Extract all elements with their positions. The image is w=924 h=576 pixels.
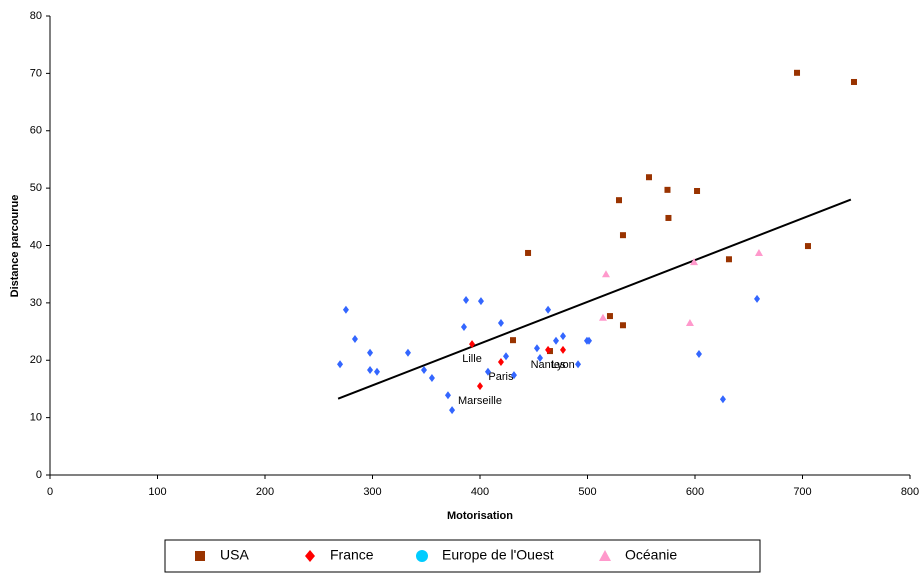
legend-marker <box>599 550 611 561</box>
point <box>850 78 857 85</box>
legend-label: USA <box>220 547 249 563</box>
legend-label: France <box>330 547 374 563</box>
point <box>477 382 483 391</box>
point <box>586 336 593 345</box>
point-label: Paris <box>488 371 514 383</box>
point <box>536 353 543 362</box>
point <box>533 344 540 353</box>
y-axis-title: Distance parcourue <box>9 195 21 298</box>
point <box>615 197 622 204</box>
point <box>525 249 532 256</box>
x-tick-label: 700 <box>793 486 811 498</box>
point <box>367 366 374 375</box>
point <box>463 296 470 305</box>
point <box>477 297 484 306</box>
legend-label: Europe de l'Ouest <box>442 547 554 563</box>
y-tick-label: 60 <box>30 125 42 137</box>
point <box>460 322 467 331</box>
point <box>645 174 652 181</box>
point <box>497 357 504 366</box>
point <box>545 345 552 354</box>
legend-marker <box>305 550 315 562</box>
point <box>351 335 358 344</box>
x-tick-label: 300 <box>363 486 381 498</box>
point <box>619 322 626 329</box>
x-tick-label: 0 <box>47 486 53 498</box>
point <box>694 187 701 194</box>
point <box>685 318 694 326</box>
point <box>606 313 613 320</box>
point-label: Lille <box>462 353 482 365</box>
point <box>794 69 801 76</box>
point <box>725 256 732 263</box>
point <box>374 367 381 376</box>
point <box>619 232 626 239</box>
y-tick-label: 20 <box>30 354 42 366</box>
y-tick-label: 70 <box>30 67 42 79</box>
point <box>690 258 699 266</box>
point <box>449 406 456 415</box>
point <box>559 332 566 341</box>
point <box>601 270 610 278</box>
point <box>719 395 726 404</box>
x-tick-label: 500 <box>578 486 596 498</box>
x-tick-label: 100 <box>148 486 166 498</box>
point <box>404 348 411 357</box>
x-tick-label: 200 <box>256 486 274 498</box>
point <box>497 318 504 327</box>
point <box>484 367 491 376</box>
point <box>575 360 582 369</box>
legend-box <box>164 539 761 573</box>
y-tick-label: 40 <box>30 239 42 251</box>
point-label: Nantes <box>531 359 566 371</box>
point <box>754 248 763 256</box>
x-axis-title: Motorisation <box>447 510 513 522</box>
point-label: Lyon <box>551 359 574 371</box>
point <box>510 337 517 344</box>
point <box>545 305 552 314</box>
trendline <box>337 198 852 400</box>
legend-marker <box>195 551 205 561</box>
y-tick-label: 10 <box>30 412 42 424</box>
legend-label: Océanie <box>625 547 677 563</box>
point <box>598 313 607 321</box>
point <box>664 186 671 193</box>
point-label: Marseille <box>458 395 502 407</box>
point <box>695 349 702 358</box>
point <box>754 294 761 303</box>
legend-marker <box>416 550 428 562</box>
point <box>342 305 349 314</box>
x-tick-label: 600 <box>686 486 704 498</box>
x-tick-label: 400 <box>471 486 489 498</box>
point <box>503 352 510 361</box>
point <box>804 243 811 250</box>
y-tick-label: 0 <box>36 469 42 481</box>
y-tick-label: 50 <box>30 182 42 194</box>
x-tick-label: 800 <box>901 486 919 498</box>
point <box>367 348 374 357</box>
point <box>559 345 566 354</box>
point <box>665 214 672 221</box>
point <box>420 366 427 375</box>
point <box>428 374 435 383</box>
y-tick-label: 80 <box>30 10 42 22</box>
point <box>337 360 344 369</box>
point <box>553 336 560 345</box>
y-tick-label: 30 <box>30 297 42 309</box>
point <box>510 371 517 380</box>
point <box>469 340 476 349</box>
point <box>444 391 451 400</box>
